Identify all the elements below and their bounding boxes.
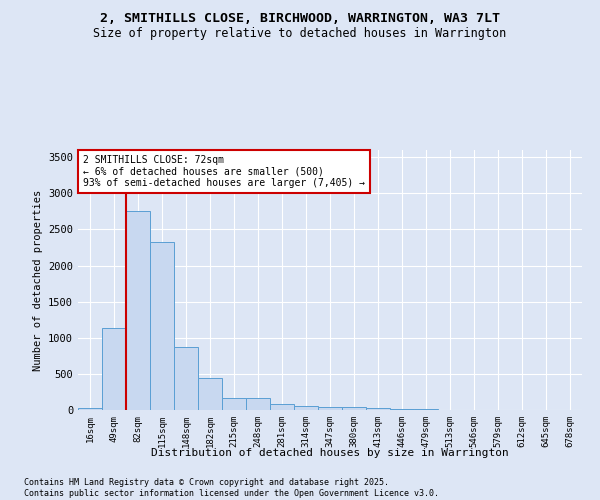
Y-axis label: Number of detached properties: Number of detached properties	[32, 190, 43, 370]
Bar	[198, 378, 222, 410]
Bar	[150, 242, 174, 410]
Bar	[246, 398, 270, 410]
Text: Distribution of detached houses by size in Warrington: Distribution of detached houses by size …	[151, 448, 509, 458]
Text: 2 SMITHILLS CLOSE: 72sqm
← 6% of detached houses are smaller (500)
93% of semi-d: 2 SMITHILLS CLOSE: 72sqm ← 6% of detache…	[83, 155, 365, 188]
Bar	[294, 406, 318, 410]
Bar	[342, 407, 366, 410]
Bar	[78, 408, 102, 410]
Bar	[102, 328, 126, 410]
Bar	[126, 210, 150, 410]
Text: 2, SMITHILLS CLOSE, BIRCHWOOD, WARRINGTON, WA3 7LT: 2, SMITHILLS CLOSE, BIRCHWOOD, WARRINGTO…	[100, 12, 500, 26]
Text: Contains HM Land Registry data © Crown copyright and database right 2025.
Contai: Contains HM Land Registry data © Crown c…	[24, 478, 439, 498]
Text: Size of property relative to detached houses in Warrington: Size of property relative to detached ho…	[94, 28, 506, 40]
Bar	[318, 407, 342, 410]
Bar	[222, 398, 246, 410]
Bar	[174, 347, 198, 410]
Bar	[270, 404, 294, 410]
Bar	[366, 408, 390, 410]
